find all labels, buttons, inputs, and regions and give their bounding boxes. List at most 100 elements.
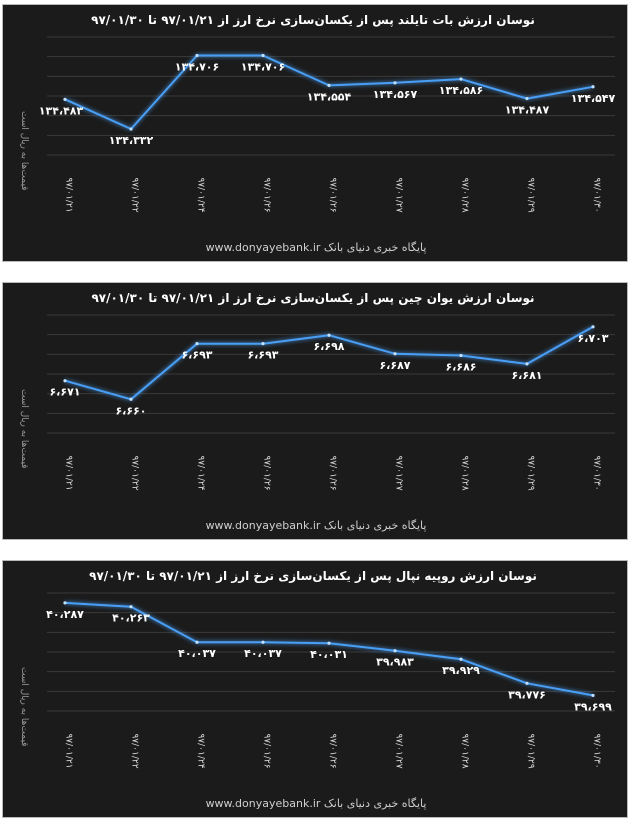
data-label: ۳۹،۹۸۳ xyxy=(376,656,414,669)
x-tick-label: ۹۷/۰۱/۲۶ xyxy=(328,455,338,490)
chart-title: نوسان ارزش بات تایلند پس از یکسان‌سازی ن… xyxy=(91,13,535,27)
series-line xyxy=(64,325,594,401)
data-point xyxy=(591,325,595,329)
x-tick-label: ۹۷/۰۱/۲۶ xyxy=(262,733,272,768)
data-point xyxy=(459,77,463,81)
data-point xyxy=(327,83,331,87)
data-label: ۱۳۴،۵۸۶ xyxy=(439,84,483,97)
x-tick-label: ۹۷/۰۱/۲۷ xyxy=(394,455,404,490)
data-point xyxy=(393,352,397,356)
y-axis-label: قیمت‌ها به ریال است xyxy=(19,111,29,191)
footer-source: پایگاه خبری دنیای بانک xyxy=(323,519,427,532)
x-tick-label: ۹۷/۰۱/۲۹ xyxy=(526,177,536,212)
data-point xyxy=(63,601,67,605)
data-point xyxy=(393,649,397,653)
chart-footer: www.donyayebank.ir پایگاه خبری دنیای بان… xyxy=(3,241,629,254)
data-point xyxy=(261,342,265,346)
data-point xyxy=(591,693,595,698)
data-point xyxy=(129,605,133,609)
data-label: ۴۰،۲۸۷ xyxy=(46,608,84,621)
line-chart: ۶،۶۷۱ ۶،۶۶۰ ۶،۶۹۳ ۶،۶۹۳ ۶،۶۹۸ ۶،۶۸۷ ۶،۶۸۶ ۶،۶۸۱… xyxy=(47,314,615,491)
data-point xyxy=(459,657,463,661)
x-tick-label: ۹۷/۰۱/۲۸ xyxy=(460,733,470,768)
data-point xyxy=(63,97,67,101)
x-tick-label: ۹۷/۰۱/۲۶ xyxy=(328,733,338,768)
data-label: ۶،۶۹۳ xyxy=(247,349,278,362)
x-tick-label: ۹۷/۰۱/۲۴ xyxy=(196,733,206,768)
y-axis-label: قیمت‌ها به ریال است xyxy=(19,389,29,469)
data-label: ۶،۷۰۳ xyxy=(577,332,608,345)
footer-url: www.donyayebank.ir xyxy=(205,519,321,532)
data-label: ۴۰،۲۶۳ xyxy=(112,612,150,625)
x-tick-label: ۹۷/۰۱/۲۲ xyxy=(130,177,140,212)
x-tick-label: ۹۷/۰۱/۲۹ xyxy=(526,455,536,490)
data-point xyxy=(195,53,199,58)
footer-source: پایگاه خبری دنیای بانک xyxy=(323,797,427,810)
x-tick-label: ۹۷/۰۱/۲۸ xyxy=(460,455,470,490)
data-label: ۱۳۴،۳۳۲ xyxy=(109,134,154,147)
data-label: ۶،۶۸۶ xyxy=(445,360,476,373)
data-point xyxy=(261,53,265,58)
x-tick-label: ۹۷/۰۱/۲۸ xyxy=(460,177,470,212)
data-point xyxy=(195,342,199,346)
chart-panel-nepal-rupee: نوسان ارزش روپیه نپال پس از یکسان‌سازی ن… xyxy=(2,560,628,818)
x-tick-label: ۹۷/۰۱/۲۱ xyxy=(64,177,74,212)
chart-footer: www.donyayebank.ir پایگاه خبری دنیای بان… xyxy=(3,519,629,532)
x-tick-label: ۹۷/۰۱/۲۶ xyxy=(262,455,272,490)
data-label: ۱۳۴،۵۴۷ xyxy=(571,92,616,105)
data-label: ۱۳۴،۴۸۳ xyxy=(39,104,84,117)
data-label: ۳۹،۹۲۹ xyxy=(442,664,480,677)
x-tick-label: ۹۷/۰۱/۲۱ xyxy=(64,733,74,768)
x-tick-label: ۹۷/۰۱/۲۹ xyxy=(526,733,536,768)
data-point xyxy=(129,397,133,401)
chart-title: نوسان ارزش یوان چین پس از یکسان‌سازی نرخ… xyxy=(91,291,535,305)
x-tick-label: ۹۷/۰۱/۲۱ xyxy=(64,455,74,490)
data-label: ۴۰،۰۳۷ xyxy=(244,647,282,660)
data-point xyxy=(327,641,331,645)
chart-title: نوسان ارزش روپیه نپال پس از یکسان‌سازی ن… xyxy=(89,569,537,583)
x-tick-label: ۹۷/۰۱/۲۷ xyxy=(394,733,404,768)
y-axis-label: قیمت‌ها به ریال است xyxy=(19,667,29,747)
data-point xyxy=(327,333,331,337)
data-point xyxy=(591,85,595,89)
footer-url: www.donyayebank.ir xyxy=(205,797,321,810)
footer-url: www.donyayebank.ir xyxy=(205,241,321,254)
data-point xyxy=(63,379,67,383)
x-tick-label: ۹۷/۰۱/۲۴ xyxy=(196,455,206,490)
data-point xyxy=(525,681,529,685)
footer-source: پایگاه خبری دنیای بانک xyxy=(323,241,427,254)
chart-footer: www.donyayebank.ir پایگاه خبری دنیای بان… xyxy=(3,797,629,810)
x-tick-label: ۹۷/۰۱/۲۲ xyxy=(130,455,140,490)
data-label: ۴۰،۰۳۷ xyxy=(178,647,216,660)
data-label: ۶،۶۸۱ xyxy=(511,369,542,382)
data-point xyxy=(459,353,463,358)
x-tick-label: ۹۷/۰۱/۲۴ xyxy=(196,177,206,212)
data-point xyxy=(195,640,199,644)
x-tick-label: ۹۷/۰۱/۲۶ xyxy=(328,177,338,212)
x-tick-label: ۹۷/۰۱/۲۶ xyxy=(262,177,272,212)
data-label: ۱۳۴،۵۵۴ xyxy=(307,90,352,103)
x-tick-label: ۹۷/۰۱/۳۰ xyxy=(592,733,602,768)
data-label: ۳۹،۶۹۹ xyxy=(574,700,612,713)
data-label: ۱۳۴،۴۸۷ xyxy=(505,104,550,117)
chart-panel-chinese-yuan: نوسان ارزش یوان چین پس از یکسان‌سازی نرخ… xyxy=(2,282,628,540)
data-label: ۱۳۴،۷۰۶ xyxy=(241,60,285,73)
line-chart: ۴۰،۲۸۷ ۴۰،۲۶۳ ۴۰،۰۳۷ ۴۰،۰۳۷ ۴۰،۰۳۱ ۳۹،۹۸۳ ۳۹،۹… xyxy=(46,592,615,769)
chart-panel-thai-baht: نوسان ارزش بات تایلند پس از یکسان‌سازی ن… xyxy=(2,4,628,262)
data-label: ۱۳۴،۵۶۷ xyxy=(373,88,418,101)
data-label: ۴۰،۰۳۱ xyxy=(310,648,348,661)
line-chart: ۱۳۴،۴۸۳ ۱۳۴،۳۳۲ ۱۳۴،۷۰۶ ۱۳۴،۷۰۶ ۱۳۴،۵۵۴ ۱۳۴،۵… xyxy=(39,36,616,213)
data-label: ۶،۶۹۳ xyxy=(181,349,212,362)
data-label: ۶،۶۷۱ xyxy=(49,386,80,399)
x-tick-label: ۹۷/۰۱/۳۰ xyxy=(592,455,602,490)
x-tick-label: ۹۷/۰۱/۲۲ xyxy=(130,733,140,768)
data-label: ۶،۶۹۸ xyxy=(313,340,344,353)
data-label: ۱۳۴،۷۰۶ xyxy=(175,60,219,73)
data-label: ۶،۶۸۷ xyxy=(379,359,410,372)
data-label: ۳۹،۷۷۶ xyxy=(508,688,546,701)
data-point xyxy=(261,640,265,644)
x-tick-label: ۹۷/۰۱/۲۷ xyxy=(394,177,404,212)
data-point xyxy=(525,362,529,366)
data-point xyxy=(525,96,529,101)
data-point xyxy=(129,127,133,131)
